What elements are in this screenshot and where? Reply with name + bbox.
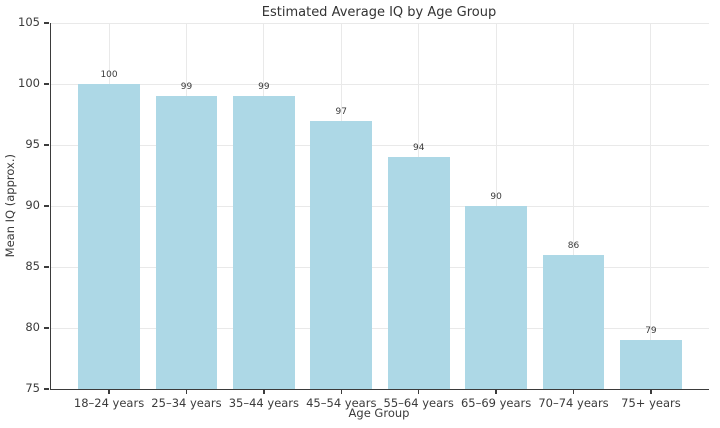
x-tick-label: 55–64 years <box>383 396 454 410</box>
x-tick-label: 75+ years <box>621 396 681 410</box>
y-tick-label: 105 <box>18 15 40 29</box>
x-tick-label: 70–74 years <box>538 396 609 410</box>
y-tick-mark <box>44 205 49 207</box>
x-tick-mark <box>263 389 265 394</box>
y-tick-mark <box>44 22 49 24</box>
plot-area: 75 80 85 90 95 100 105 100 18–24 years 99 25–34 ye… <box>18 15 709 410</box>
x-tick-label: 65–69 years <box>460 396 532 410</box>
bar-value-label: 79 <box>645 326 657 337</box>
x-tick-mark <box>650 389 652 394</box>
bar-value-label: 100 <box>100 70 118 80</box>
bar-value-label: 86 <box>567 240 580 251</box>
bar <box>155 96 218 389</box>
y-tick-mark <box>44 266 49 268</box>
bar <box>232 96 295 389</box>
y-tick-label: 85 <box>25 259 40 273</box>
bar-value-label: 94 <box>412 143 425 154</box>
x-tick-mark <box>495 389 497 394</box>
y-tick-mark <box>44 327 49 329</box>
bar-value-label: 99 <box>258 82 270 93</box>
chart-title: Estimated Average IQ by Age Group <box>261 5 497 20</box>
bar-value-label: 97 <box>335 106 348 117</box>
x-tick-label: 18–24 years <box>73 396 145 410</box>
gridline-y <box>51 23 709 24</box>
bar <box>78 84 141 389</box>
x-tick-mark <box>185 389 188 394</box>
y-tick-mark <box>44 83 49 85</box>
x-tick-mark <box>108 389 110 394</box>
x-tick-mark <box>417 389 420 394</box>
bar <box>542 254 605 389</box>
gridline-y <box>51 205 709 207</box>
x-tick-mark <box>572 389 575 394</box>
y-tick-label: 75 <box>25 381 40 395</box>
y-tick-label: 80 <box>25 320 40 334</box>
bar <box>619 340 682 389</box>
y-tick-label: 90 <box>25 198 40 212</box>
gridline-y <box>51 83 709 85</box>
x-tick-label: 35–44 years <box>228 396 300 410</box>
y-tick-label: 95 <box>25 137 40 151</box>
x-tick-label: 25–34 years <box>151 396 222 410</box>
bar <box>387 157 450 389</box>
y-tick-mark <box>44 144 49 146</box>
x-tick-mark <box>340 389 343 394</box>
bar-value-label: 99 <box>180 82 193 93</box>
bar <box>465 206 528 389</box>
gridline-x <box>650 23 652 389</box>
gridline-y <box>51 144 709 146</box>
gridline-y <box>51 327 709 329</box>
bar <box>310 120 373 389</box>
x-axis-title: Age Group <box>348 406 410 420</box>
gridline-y <box>51 266 709 268</box>
y-tick-mark <box>44 388 49 390</box>
gridline-x <box>573 23 575 389</box>
x-tick-label: 45–54 years <box>306 396 377 410</box>
bar-value-label: 90 <box>490 192 502 202</box>
y-tick-label: 100 <box>18 76 40 90</box>
